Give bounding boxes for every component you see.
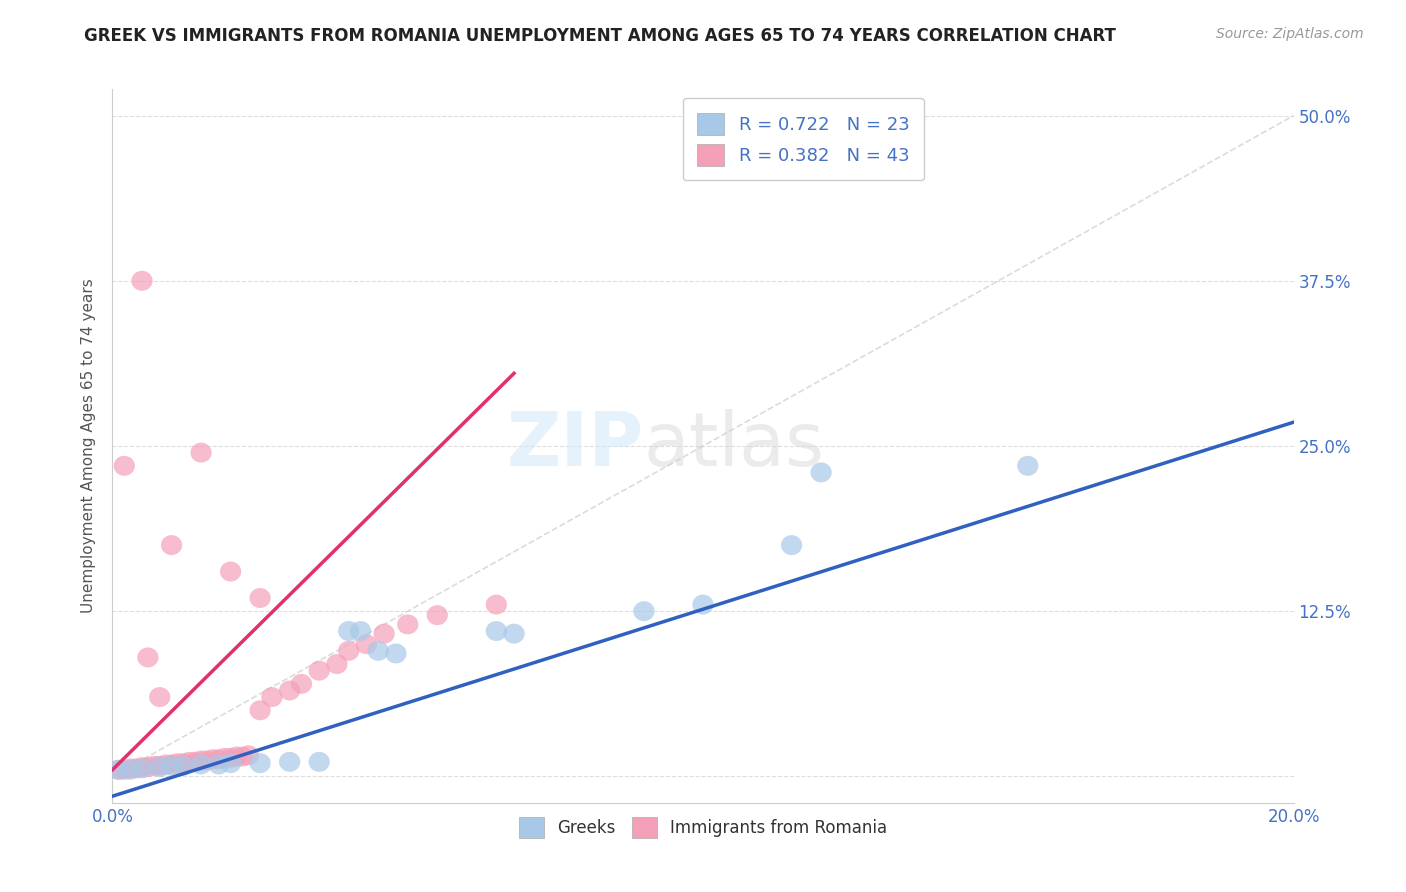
Ellipse shape: [249, 700, 271, 720]
Ellipse shape: [208, 749, 229, 769]
Ellipse shape: [485, 595, 508, 615]
Ellipse shape: [131, 758, 153, 779]
Ellipse shape: [190, 755, 212, 774]
Ellipse shape: [108, 760, 129, 780]
Ellipse shape: [149, 687, 170, 707]
Ellipse shape: [337, 621, 360, 641]
Ellipse shape: [160, 755, 183, 774]
Ellipse shape: [138, 757, 159, 777]
Ellipse shape: [120, 758, 141, 779]
Ellipse shape: [131, 271, 153, 291]
Ellipse shape: [633, 601, 655, 621]
Ellipse shape: [114, 456, 135, 475]
Ellipse shape: [326, 654, 347, 674]
Ellipse shape: [190, 442, 212, 463]
Text: GREEK VS IMMIGRANTS FROM ROMANIA UNEMPLOYMENT AMONG AGES 65 TO 74 YEARS CORRELAT: GREEK VS IMMIGRANTS FROM ROMANIA UNEMPLO…: [84, 27, 1116, 45]
Ellipse shape: [108, 760, 129, 780]
Ellipse shape: [149, 757, 170, 777]
Ellipse shape: [202, 749, 224, 769]
Ellipse shape: [356, 634, 377, 654]
Ellipse shape: [278, 752, 301, 772]
Ellipse shape: [238, 745, 259, 765]
Ellipse shape: [810, 462, 832, 483]
Ellipse shape: [149, 756, 170, 776]
Ellipse shape: [160, 535, 183, 555]
Text: Source: ZipAtlas.com: Source: ZipAtlas.com: [1216, 27, 1364, 41]
Ellipse shape: [780, 535, 803, 555]
Ellipse shape: [308, 752, 330, 772]
Ellipse shape: [219, 747, 242, 768]
Ellipse shape: [374, 624, 395, 644]
Ellipse shape: [131, 757, 153, 777]
Ellipse shape: [385, 643, 406, 664]
Ellipse shape: [173, 756, 194, 776]
Ellipse shape: [249, 588, 271, 608]
Ellipse shape: [125, 758, 146, 779]
Ellipse shape: [155, 755, 176, 774]
Ellipse shape: [184, 752, 205, 772]
Text: atlas: atlas: [644, 409, 825, 483]
Ellipse shape: [208, 755, 229, 774]
Ellipse shape: [179, 752, 200, 772]
Ellipse shape: [173, 753, 194, 773]
Ellipse shape: [262, 687, 283, 707]
Ellipse shape: [120, 760, 141, 780]
Ellipse shape: [219, 753, 242, 773]
Legend: Greeks, Immigrants from Romania: Greeks, Immigrants from Romania: [512, 811, 894, 845]
Ellipse shape: [219, 562, 242, 582]
Ellipse shape: [167, 753, 188, 773]
Ellipse shape: [190, 750, 212, 771]
Ellipse shape: [503, 624, 524, 644]
Ellipse shape: [143, 756, 165, 776]
Ellipse shape: [396, 615, 419, 634]
Ellipse shape: [308, 661, 330, 681]
Ellipse shape: [692, 595, 714, 615]
Ellipse shape: [485, 621, 508, 641]
Ellipse shape: [337, 640, 360, 661]
Ellipse shape: [197, 750, 218, 771]
Ellipse shape: [426, 605, 449, 625]
Ellipse shape: [226, 747, 247, 766]
Ellipse shape: [278, 681, 301, 700]
Ellipse shape: [160, 756, 183, 776]
Ellipse shape: [232, 747, 253, 766]
Y-axis label: Unemployment Among Ages 65 to 74 years: Unemployment Among Ages 65 to 74 years: [80, 278, 96, 614]
Ellipse shape: [291, 673, 312, 694]
Ellipse shape: [138, 648, 159, 667]
Ellipse shape: [1017, 456, 1039, 475]
Ellipse shape: [214, 747, 235, 768]
Ellipse shape: [249, 753, 271, 773]
Text: ZIP: ZIP: [506, 409, 644, 483]
Ellipse shape: [350, 621, 371, 641]
Ellipse shape: [114, 760, 135, 780]
Ellipse shape: [367, 640, 389, 661]
